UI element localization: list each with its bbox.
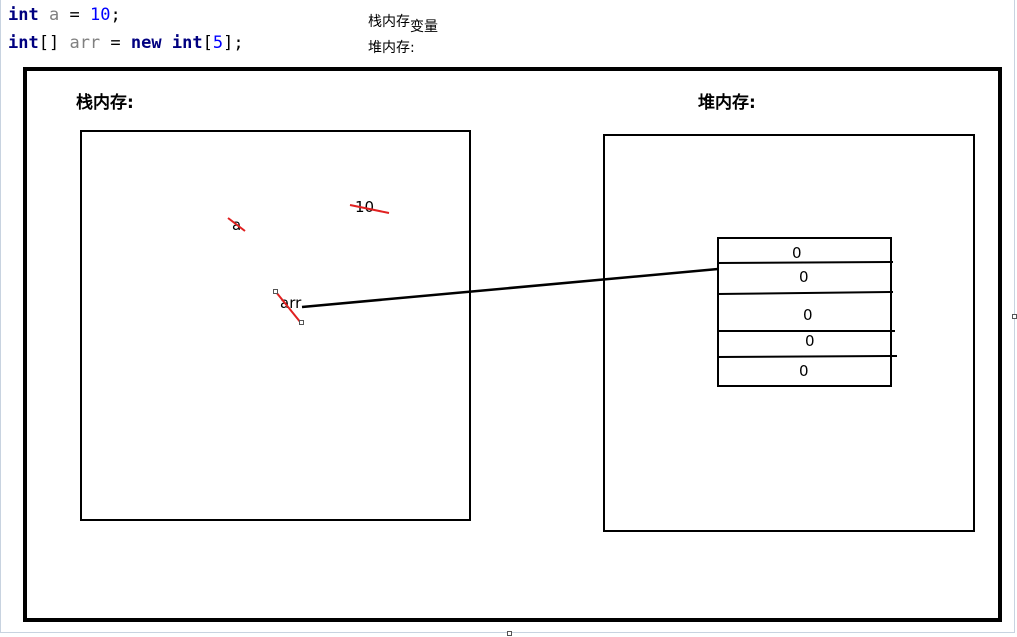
- heap-heading: 堆内存:: [698, 93, 756, 113]
- var-arr-label: arr: [280, 294, 302, 312]
- code-punct: []: [38, 33, 60, 53]
- code-line-2: int[] arr = new int[5];: [8, 32, 244, 54]
- code-variable: arr: [69, 33, 101, 53]
- code-keyword: int: [171, 33, 203, 53]
- array-cell-4: 0: [799, 362, 809, 380]
- page-resize-handle[interactable]: [1012, 314, 1017, 319]
- selection-handle[interactable]: [273, 289, 278, 294]
- stack-box: [80, 130, 471, 521]
- stack-heading: 栈内存:: [76, 93, 134, 113]
- code-number: 10: [89, 5, 111, 25]
- memory-diagram: [23, 67, 1002, 622]
- note-stack: 栈内存变量: [368, 14, 438, 35]
- var-a-label: a: [232, 216, 242, 234]
- code-punct: [: [202, 33, 213, 53]
- note-heap: 堆内存:: [368, 40, 415, 56]
- page-resize-handle[interactable]: [507, 631, 512, 636]
- array-cell-3: 0: [805, 332, 815, 350]
- array-cell-1: 0: [799, 268, 809, 286]
- code-operator: =: [69, 5, 80, 25]
- var-a-value: 10: [355, 198, 375, 216]
- code-variable: a: [48, 5, 60, 25]
- code-punct: ];: [223, 33, 244, 53]
- code-line-1: int a = 10;: [8, 4, 121, 26]
- code-punct: ;: [110, 5, 121, 25]
- array-cell-0: 0: [792, 244, 802, 262]
- note-stack-label: 栈内存: [368, 14, 410, 30]
- array-cell-2: 0: [803, 306, 813, 324]
- code-operator: =: [110, 33, 121, 53]
- note-stack-suffix: 变量: [410, 19, 438, 35]
- selection-handle[interactable]: [299, 320, 304, 325]
- code-keyword: new: [130, 33, 162, 53]
- code-keyword: int: [8, 5, 39, 25]
- code-keyword: int: [8, 33, 39, 53]
- code-number: 5: [212, 33, 224, 53]
